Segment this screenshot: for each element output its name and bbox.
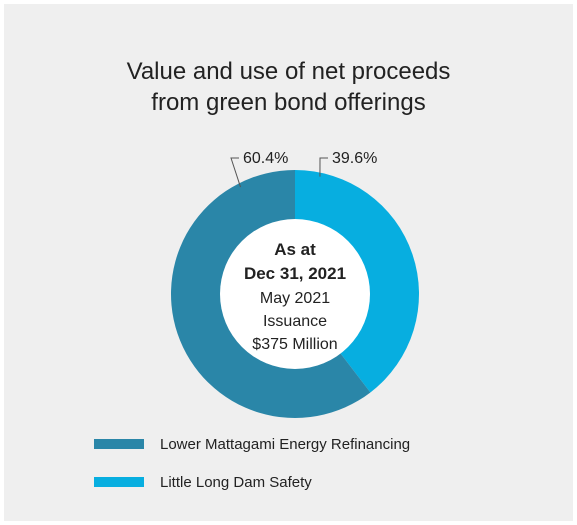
legend-label-little-long-dam: Little Long Dam Safety — [160, 473, 312, 491]
leader-line-lower-mattagami — [230, 157, 241, 188]
chart-title: Value and use of net proceeds from green… — [4, 56, 573, 118]
legend-label-lower-mattagami: Lower Mattagami Energy Refinancing — [160, 435, 411, 453]
legend: Lower Mattagami Energy Refinancing Littl… — [94, 435, 410, 511]
legend-swatch-little-long-dam — [94, 477, 144, 487]
center-label-amount: $375 Million — [252, 336, 337, 353]
chart-title-line-1: Value and use of net proceeds — [126, 58, 451, 85]
center-label-date: Dec 31, 2021 — [244, 264, 346, 283]
donut-hole — [220, 219, 370, 369]
center-label-issuance: Issuance — [263, 313, 327, 330]
chart-panel: Value and use of net proceeds from green… — [4, 4, 573, 521]
leader-line-little-long-dam — [319, 157, 328, 177]
center-label-as-at: As at — [274, 240, 316, 259]
legend-swatch-lower-mattagami — [94, 439, 144, 449]
slice-label-little-long-dam: 39.6% — [332, 150, 377, 167]
legend-item-little-long-dam: Little Long Dam Safety — [94, 473, 410, 491]
chart-title-line-2: from green bond offerings — [151, 89, 426, 116]
legend-item-lower-mattagami: Lower Mattagami Energy Refinancing — [94, 435, 410, 453]
slice-label-lower-mattagami: 60.4% — [243, 150, 288, 167]
donut-chart: As at Dec 31, 2021 May 2021 Issuance $37… — [170, 150, 419, 418]
center-label-issue-month: May 2021 — [260, 290, 330, 307]
